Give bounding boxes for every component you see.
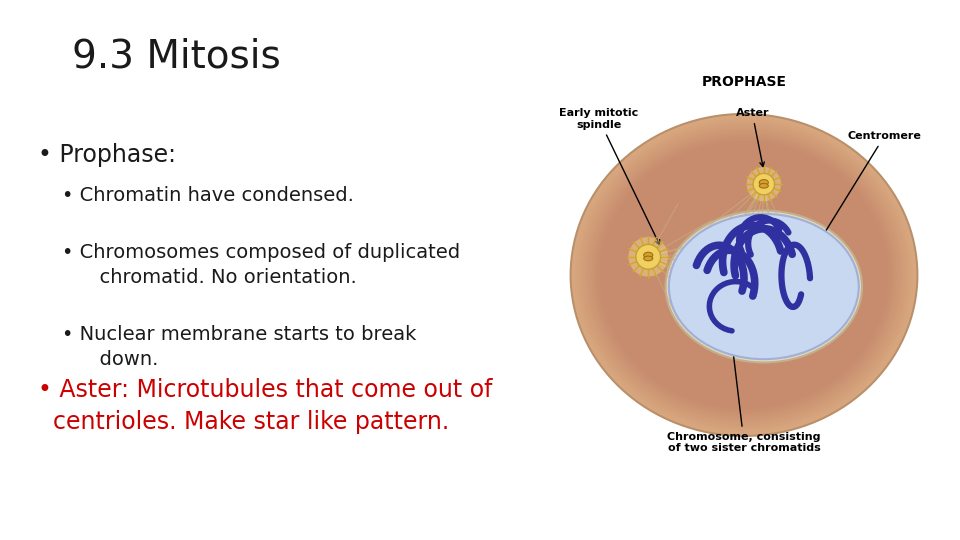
Text: Chromosome, consisting
of two sister chromatids: Chromosome, consisting of two sister chr… bbox=[667, 337, 821, 454]
Ellipse shape bbox=[591, 133, 897, 417]
Ellipse shape bbox=[644, 252, 653, 258]
Text: 9.3 Mitosis: 9.3 Mitosis bbox=[72, 38, 280, 76]
Text: PROPHASE: PROPHASE bbox=[702, 75, 786, 89]
Ellipse shape bbox=[589, 131, 899, 418]
Ellipse shape bbox=[581, 124, 907, 426]
Text: Early mitotic
spindle: Early mitotic spindle bbox=[559, 108, 660, 245]
Ellipse shape bbox=[575, 118, 913, 432]
Text: Aster: Aster bbox=[735, 108, 769, 167]
Ellipse shape bbox=[669, 214, 859, 359]
Ellipse shape bbox=[570, 114, 918, 436]
Circle shape bbox=[753, 173, 775, 195]
Text: • Chromatin have condensed.: • Chromatin have condensed. bbox=[62, 186, 354, 205]
Ellipse shape bbox=[588, 130, 900, 421]
Circle shape bbox=[747, 167, 781, 201]
Ellipse shape bbox=[579, 122, 909, 428]
Text: • Nuclear membrane starts to break
      down.: • Nuclear membrane starts to break down. bbox=[62, 325, 417, 369]
Ellipse shape bbox=[593, 135, 895, 415]
Ellipse shape bbox=[665, 211, 862, 362]
Ellipse shape bbox=[600, 141, 888, 409]
Circle shape bbox=[629, 237, 668, 276]
Text: • Aster: Microtubules that come out of
  centrioles. Make star like pattern.: • Aster: Microtubules that come out of c… bbox=[38, 378, 492, 434]
Text: • Chromosomes composed of duplicated
      chromatid. No orientation.: • Chromosomes composed of duplicated chr… bbox=[62, 243, 461, 287]
Ellipse shape bbox=[573, 116, 915, 434]
Circle shape bbox=[636, 245, 660, 269]
Ellipse shape bbox=[598, 139, 890, 411]
Ellipse shape bbox=[759, 184, 768, 188]
Ellipse shape bbox=[595, 137, 893, 413]
Ellipse shape bbox=[759, 180, 768, 185]
Text: • Prophase:: • Prophase: bbox=[38, 143, 177, 167]
Ellipse shape bbox=[586, 127, 902, 422]
Ellipse shape bbox=[644, 256, 653, 261]
Ellipse shape bbox=[577, 120, 911, 430]
Text: Centromere: Centromere bbox=[809, 131, 922, 258]
Ellipse shape bbox=[583, 126, 905, 424]
